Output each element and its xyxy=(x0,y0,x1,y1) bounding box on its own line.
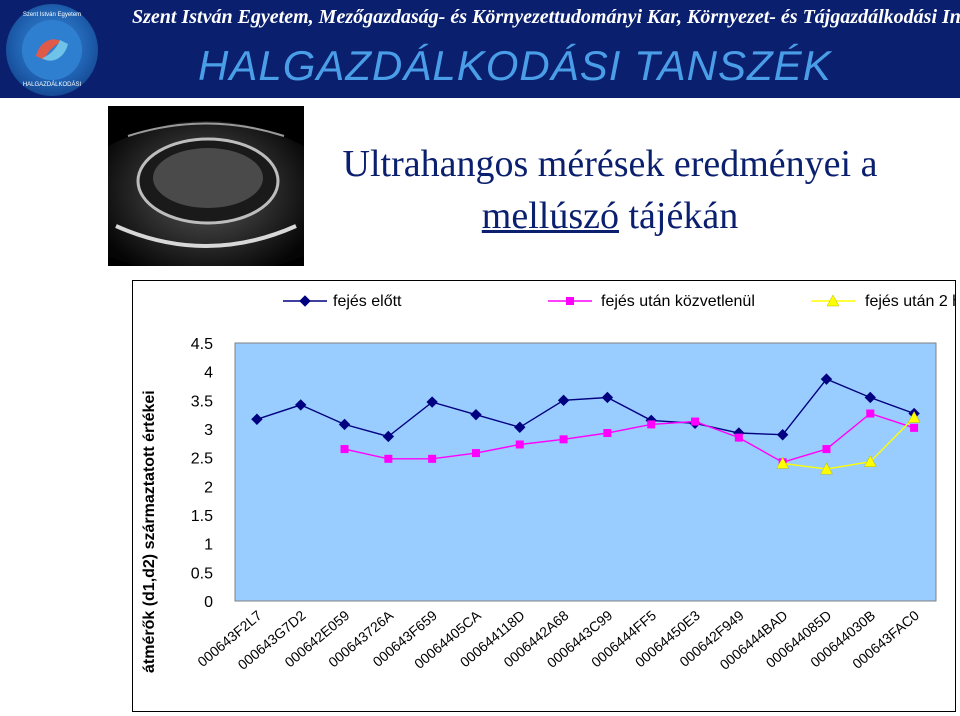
y-tick-label: 3.5 xyxy=(191,393,213,410)
legend-marker-3 xyxy=(826,294,840,307)
series-3-point xyxy=(820,462,833,475)
series-line-2 xyxy=(344,412,915,464)
ultrasound-image xyxy=(108,106,304,266)
series-1-point xyxy=(251,413,263,425)
logo-bottom-text: HALGAZDÁLKODÁSI xyxy=(22,82,82,88)
series-2-point xyxy=(647,420,656,429)
legend-label-2: fejés után közvetlenül xyxy=(601,293,755,310)
series-2-point xyxy=(691,417,700,426)
series-1-point xyxy=(470,408,482,421)
y-tick-label: 2 xyxy=(204,479,213,496)
y-tick-label: 1 xyxy=(204,537,213,554)
series-2-point xyxy=(428,454,437,463)
legend-marker-2 xyxy=(566,297,574,305)
y-axis-label: átmérők (d1,d2) származtatott értékei xyxy=(141,390,158,673)
series-2-point xyxy=(734,433,743,442)
series-2-point xyxy=(340,445,349,454)
series-1-point xyxy=(864,391,876,404)
logo-fish-icon xyxy=(22,20,82,80)
y-tick-label: 4 xyxy=(204,365,213,382)
series-2-point xyxy=(471,449,480,458)
y-tick-label: 2.5 xyxy=(191,451,213,468)
legend-label-3: fejés után 2 héttel xyxy=(865,293,955,310)
series-1-point xyxy=(514,421,526,433)
series-1-point xyxy=(295,399,307,411)
institute-name: Szent István Egyetem, Mezőgazdaság- és K… xyxy=(132,6,960,28)
series-1-point xyxy=(338,418,351,431)
series-3-point xyxy=(776,456,790,469)
series-2-point xyxy=(559,435,568,444)
title-underlined-word: mellúszó xyxy=(481,195,619,237)
series-1-point xyxy=(601,391,614,404)
series-line-1 xyxy=(256,378,915,438)
department-name: HALGAZDÁLKODÁSI TANSZÉK xyxy=(198,42,832,89)
chart-frame: átmérők (d1,d2) származtatott értékei 4.5… xyxy=(132,280,960,712)
slide-title: Ultrahangos mérések eredményei a mellúsz… xyxy=(300,138,920,242)
series-2-point xyxy=(515,440,524,449)
series-2-point xyxy=(866,409,875,418)
series-2-point xyxy=(910,423,919,432)
title-line-1: Ultrahangos mérések eredményei a xyxy=(342,143,878,185)
y-tick-label: 4.5 xyxy=(191,336,213,353)
series-1-point xyxy=(426,396,438,408)
logo-top-text: Szent István Egyetem xyxy=(22,12,82,18)
header-band: Szent István Egyetem HALGAZDÁLKODÁSI Sze… xyxy=(0,0,960,98)
series-1-point xyxy=(776,429,789,441)
series-2-point xyxy=(603,429,612,438)
series-3-point xyxy=(907,411,921,423)
series-2-point xyxy=(384,454,393,463)
y-tick-label: 3 xyxy=(204,422,213,439)
title-line-2: mellúszó tájékán xyxy=(300,190,920,242)
series-3-point xyxy=(863,455,877,467)
series-1-point xyxy=(820,373,833,385)
legend-marker-1 xyxy=(299,295,311,307)
university-logo: Szent István Egyetem HALGAZDÁLKODÁSI xyxy=(6,4,98,96)
line-chart: átmérők (d1,d2) származtatott értékei 4.5… xyxy=(141,293,960,673)
series-1-point xyxy=(557,394,570,407)
series-1-point xyxy=(382,430,395,443)
title-rest: tájékán xyxy=(618,195,739,237)
series-line-3 xyxy=(782,417,915,470)
y-tick-label: 0.5 xyxy=(191,565,213,582)
series-2-point xyxy=(822,445,831,454)
y-tick-label: 1.5 xyxy=(191,508,213,525)
plot-area xyxy=(234,342,937,602)
y-tick-label: 0 xyxy=(204,594,213,611)
fish-icon xyxy=(36,39,68,61)
legend-label-1: fejés előtt xyxy=(333,293,402,310)
